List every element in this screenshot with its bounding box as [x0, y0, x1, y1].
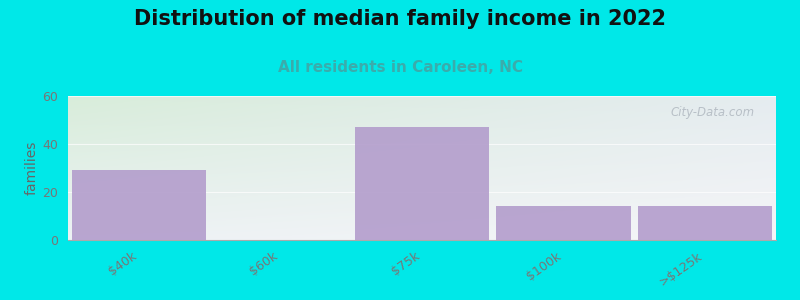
Bar	[71, 170, 206, 240]
Bar	[638, 206, 773, 240]
Text: All residents in Caroleen, NC: All residents in Caroleen, NC	[278, 60, 522, 75]
Bar	[496, 206, 631, 240]
Text: Distribution of median family income in 2022: Distribution of median family income in …	[134, 9, 666, 29]
Text: City-Data.com: City-Data.com	[670, 106, 754, 119]
Bar	[354, 127, 490, 240]
Y-axis label: families: families	[24, 141, 38, 195]
